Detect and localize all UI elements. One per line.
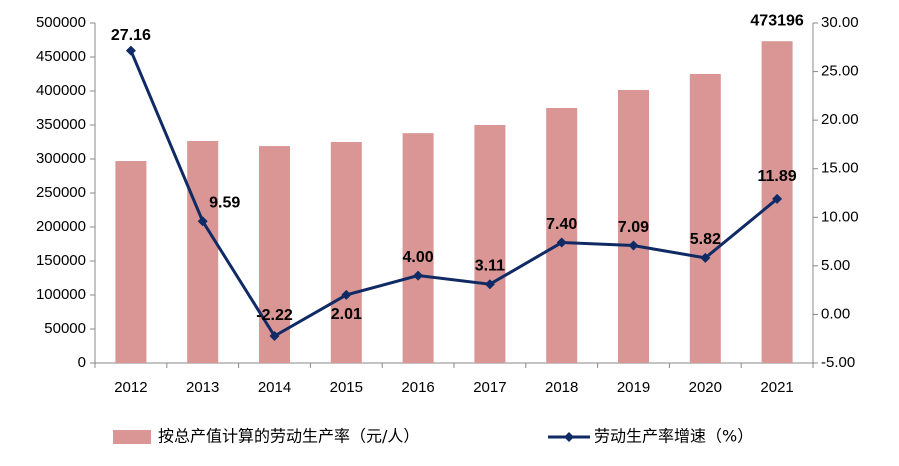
line-label: 27.16 <box>111 27 151 44</box>
y-tick-label: 450000 <box>36 48 86 65</box>
line-label: 9.59 <box>209 194 240 211</box>
y2-tick-label: 25.00 <box>821 63 859 80</box>
line-label: 2.01 <box>331 306 362 323</box>
x-tick-label: 2012 <box>114 379 147 396</box>
x-tick-label: 2020 <box>689 379 722 396</box>
y-tick-label: 200000 <box>36 218 86 235</box>
bar <box>618 89 649 363</box>
line-marker <box>700 252 711 263</box>
legend-marker <box>564 432 574 442</box>
x-tick-label: 2019 <box>617 379 650 396</box>
y2-tick-label: 20.00 <box>821 111 859 128</box>
y2-tick-label: -5.00 <box>821 354 855 371</box>
x-tick-label: 2021 <box>760 379 793 396</box>
y2-tick-label: 5.00 <box>821 257 850 274</box>
legend-swatch <box>113 430 151 444</box>
line-label: 11.89 <box>758 168 797 185</box>
bar <box>689 74 721 363</box>
legend-label: 按总产值计算的劳动生产率（元/人） <box>158 427 419 446</box>
line-marker <box>269 330 280 341</box>
y-tick-label: 150000 <box>36 252 86 269</box>
bar <box>546 108 578 363</box>
line-marker <box>484 279 495 290</box>
line-label: 4.00 <box>403 249 434 266</box>
line-marker <box>772 193 783 204</box>
y2-tick-label: 0.00 <box>821 305 850 322</box>
bar <box>402 133 434 363</box>
line-label: 7.40 <box>546 216 577 233</box>
line-marker <box>628 240 639 251</box>
y-tick-label: 250000 <box>36 184 86 201</box>
line <box>129 50 779 339</box>
y2-tick-label: 15.00 <box>821 160 859 177</box>
x-tick-label: 2014 <box>258 379 291 396</box>
y2-tick-label: 30.00 <box>821 14 859 31</box>
line-marker <box>341 289 352 300</box>
x-tick-label: 2013 <box>186 379 219 396</box>
legend-label: 劳动生产率增速（%） <box>594 427 753 446</box>
bar <box>115 161 147 363</box>
bar <box>187 140 219 363</box>
y-tick-label: 50000 <box>44 320 86 337</box>
bar-label: 473196 <box>750 12 803 29</box>
y-tick-label: 350000 <box>36 116 86 133</box>
y-tick-label: 400000 <box>36 82 86 99</box>
bar <box>330 142 362 363</box>
x-tick-label: 2017 <box>473 379 506 396</box>
line-label: 7.09 <box>618 219 649 236</box>
y-tick-label: 100000 <box>36 286 86 303</box>
x-tick-label: 2018 <box>545 379 578 396</box>
bar <box>474 125 506 363</box>
line-label: -2.22 <box>256 307 293 324</box>
y-tick-label: 300000 <box>36 150 86 167</box>
y-tick-label: 500000 <box>36 14 86 31</box>
x-tick-label: 2016 <box>401 379 434 396</box>
y-tick-label: 0 <box>78 354 86 371</box>
line-label: 3.11 <box>475 257 505 274</box>
line-label: 5.82 <box>690 231 721 248</box>
line-marker <box>413 270 424 281</box>
line-marker <box>556 237 567 248</box>
line-marker <box>125 45 136 56</box>
line-marker <box>197 216 208 227</box>
bar <box>259 146 290 363</box>
x-tick-label: 2015 <box>330 379 363 396</box>
y2-tick-label: 10.00 <box>821 208 859 225</box>
